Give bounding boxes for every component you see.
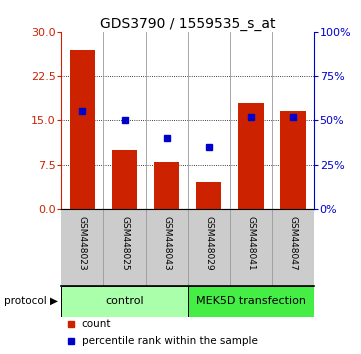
Text: GSM448047: GSM448047 xyxy=(288,217,297,271)
Bar xyxy=(70,50,95,209)
Bar xyxy=(280,112,306,209)
Text: GSM448029: GSM448029 xyxy=(204,217,213,271)
Title: GDS3790 / 1559535_s_at: GDS3790 / 1559535_s_at xyxy=(100,17,275,31)
Bar xyxy=(238,103,264,209)
Text: count: count xyxy=(82,319,111,329)
Bar xyxy=(188,286,314,316)
Bar xyxy=(154,161,179,209)
Text: protocol ▶: protocol ▶ xyxy=(4,296,58,306)
Bar xyxy=(112,150,137,209)
Text: GSM448025: GSM448025 xyxy=(120,217,129,271)
Text: percentile rank within the sample: percentile rank within the sample xyxy=(82,336,257,346)
Text: control: control xyxy=(105,296,144,306)
Text: GSM448041: GSM448041 xyxy=(247,217,255,271)
Bar xyxy=(196,182,221,209)
Text: GSM448043: GSM448043 xyxy=(162,217,171,271)
Text: GSM448023: GSM448023 xyxy=(78,217,87,271)
Text: MEK5D transfection: MEK5D transfection xyxy=(196,296,306,306)
Bar xyxy=(61,286,188,316)
